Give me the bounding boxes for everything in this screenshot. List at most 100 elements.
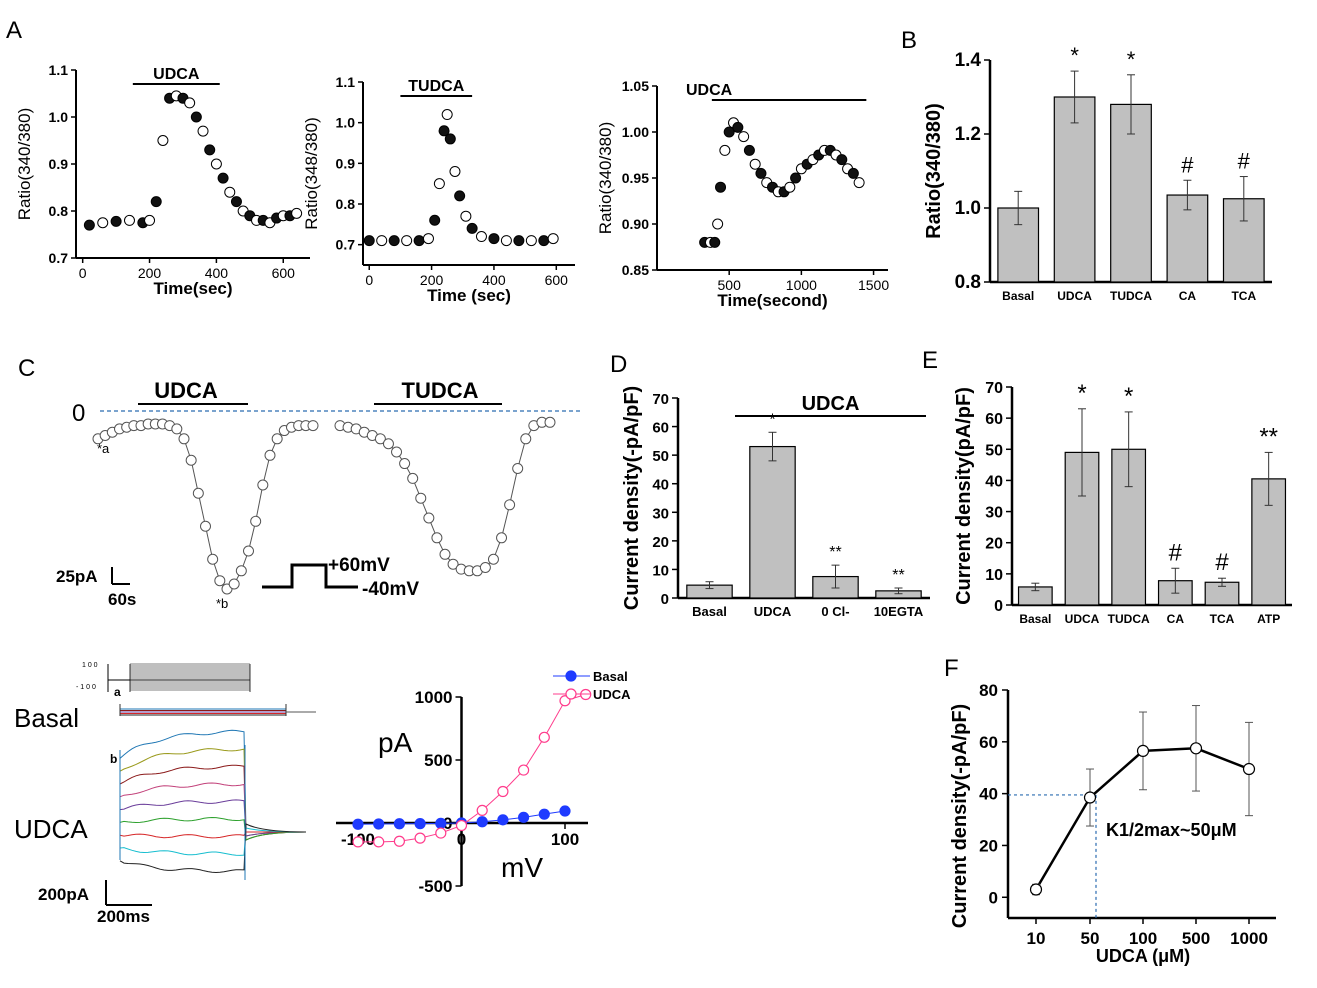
category-label: UDCA [1065, 612, 1100, 626]
significance-mark: ** [892, 567, 904, 584]
label-a: a [114, 685, 121, 699]
series-point [373, 818, 385, 830]
significance-mark: * [1077, 380, 1086, 407]
data-point [190, 111, 202, 123]
treatment-label: TUDCA [408, 78, 464, 95]
series-point [352, 818, 364, 830]
trace-point [228, 578, 240, 590]
udca-label: UDCA [154, 378, 218, 403]
data-point [157, 135, 169, 146]
voltage-protocol [262, 563, 358, 589]
tudca-label: TUDCA [402, 378, 479, 403]
panel-letter-e: E [922, 347, 938, 374]
significance-mark: # [1215, 549, 1229, 576]
y-axis-label: Ratio(340/380) [596, 122, 615, 234]
significance-mark: * [1124, 383, 1133, 410]
udca-trace [119, 729, 306, 833]
legend-label: Basal [593, 669, 628, 684]
y-tick-label: 0.8 [49, 203, 69, 219]
data-point [401, 235, 413, 247]
y-tick-label: -500 [418, 877, 452, 896]
category-label: 10EGTA [874, 604, 924, 619]
data-point [513, 235, 525, 247]
data-point [363, 235, 375, 247]
trace-point [178, 433, 190, 445]
chart-e-current-density-bars: 0 10 20 30 40 50 60 70 Current density(pA/pF) Bas… [953, 380, 1292, 626]
dose-point [1189, 742, 1203, 755]
trace-line [97, 423, 313, 590]
trace-point [200, 520, 211, 532]
chart-a2-tudca-calcium: 0 200 400 600 0.7 0.8 0.9 1.0 1.1 Time (sec) Ratio… [302, 74, 575, 305]
x-tick-label: 600 [545, 272, 569, 288]
legend-marker [565, 688, 577, 700]
udca-trace [119, 782, 306, 833]
scale-current-label: 200pA [38, 885, 89, 904]
data-point [538, 235, 550, 247]
udca-trace [119, 748, 307, 837]
data-point [836, 154, 848, 166]
data-point [547, 233, 559, 245]
panel-letter-b: B [901, 27, 917, 54]
y-tick-label: 50 [652, 448, 669, 465]
trace-point [447, 558, 459, 570]
y-tick-label: 1000 [415, 688, 453, 707]
category-label: Basal [1019, 612, 1051, 626]
data-point [429, 214, 441, 226]
y-tick-label: 20 [652, 534, 669, 551]
series-point [476, 816, 488, 828]
k-half-annotation: K1/2max~50μM [1106, 820, 1237, 840]
trace-point [391, 446, 403, 458]
x-axis-label: Time (sec) [427, 286, 511, 305]
data-point [475, 231, 487, 243]
data-point [790, 172, 802, 184]
data-point [438, 125, 450, 137]
x-axis-label: Time(second) [717, 291, 827, 310]
y-tick-label: 40 [985, 473, 1003, 490]
data-point [413, 235, 425, 247]
x-tick-label: 100 [1129, 929, 1157, 948]
series-point [455, 819, 468, 832]
trace-point [479, 562, 491, 573]
series-point [435, 827, 447, 839]
chart-c-current-trace: 0 UDCA TUDCA *a *b 25pA 60s +60mV -40mV [56, 378, 582, 611]
label-b: b [110, 752, 117, 766]
data-point [291, 207, 303, 219]
trace-point [235, 565, 247, 577]
chart-a1-udca-calcium: 0 200 400 600 0.7 0.8 0.9 1.0 1.1 Time(sec) Ratio(… [15, 62, 310, 298]
trace-point [520, 433, 532, 445]
data-point [444, 133, 456, 145]
series-point [517, 811, 530, 823]
treatment-label: UDCA [686, 82, 733, 99]
y-tick-label: 20 [985, 536, 1003, 553]
y-tick-label: 0.9 [49, 156, 69, 172]
series-point [373, 836, 385, 848]
treatment-label: UDCA [802, 393, 860, 415]
trace-point [407, 472, 419, 484]
trace-point [250, 515, 262, 527]
trace-point [271, 433, 283, 445]
trace-point [214, 575, 226, 587]
data-point [525, 235, 537, 247]
udca-trace [119, 764, 307, 841]
x-axis-label: mV [501, 852, 543, 883]
data-point [376, 235, 388, 247]
trace-point [374, 433, 386, 445]
category-label: CA [1179, 289, 1197, 303]
significance-mark: # [1169, 539, 1183, 566]
y-tick-label: 10 [985, 567, 1003, 584]
series-point [352, 836, 364, 848]
series-line [358, 694, 586, 843]
scale-current-label: 25pA [56, 567, 98, 586]
data-point [500, 235, 512, 247]
data-point [712, 218, 724, 230]
point-a-label: *a [97, 441, 110, 456]
x-tick-label: 10 [1027, 929, 1046, 948]
y-tick-label: 0.90 [622, 216, 649, 232]
series-point [393, 835, 405, 847]
trace-point [415, 492, 427, 504]
data-point [732, 121, 744, 133]
x-tick-label: 200 [138, 265, 162, 281]
y-tick-label: 70 [985, 380, 1003, 397]
category-label: 0 Cl- [821, 604, 849, 619]
panel-letter-d: D [610, 351, 627, 378]
